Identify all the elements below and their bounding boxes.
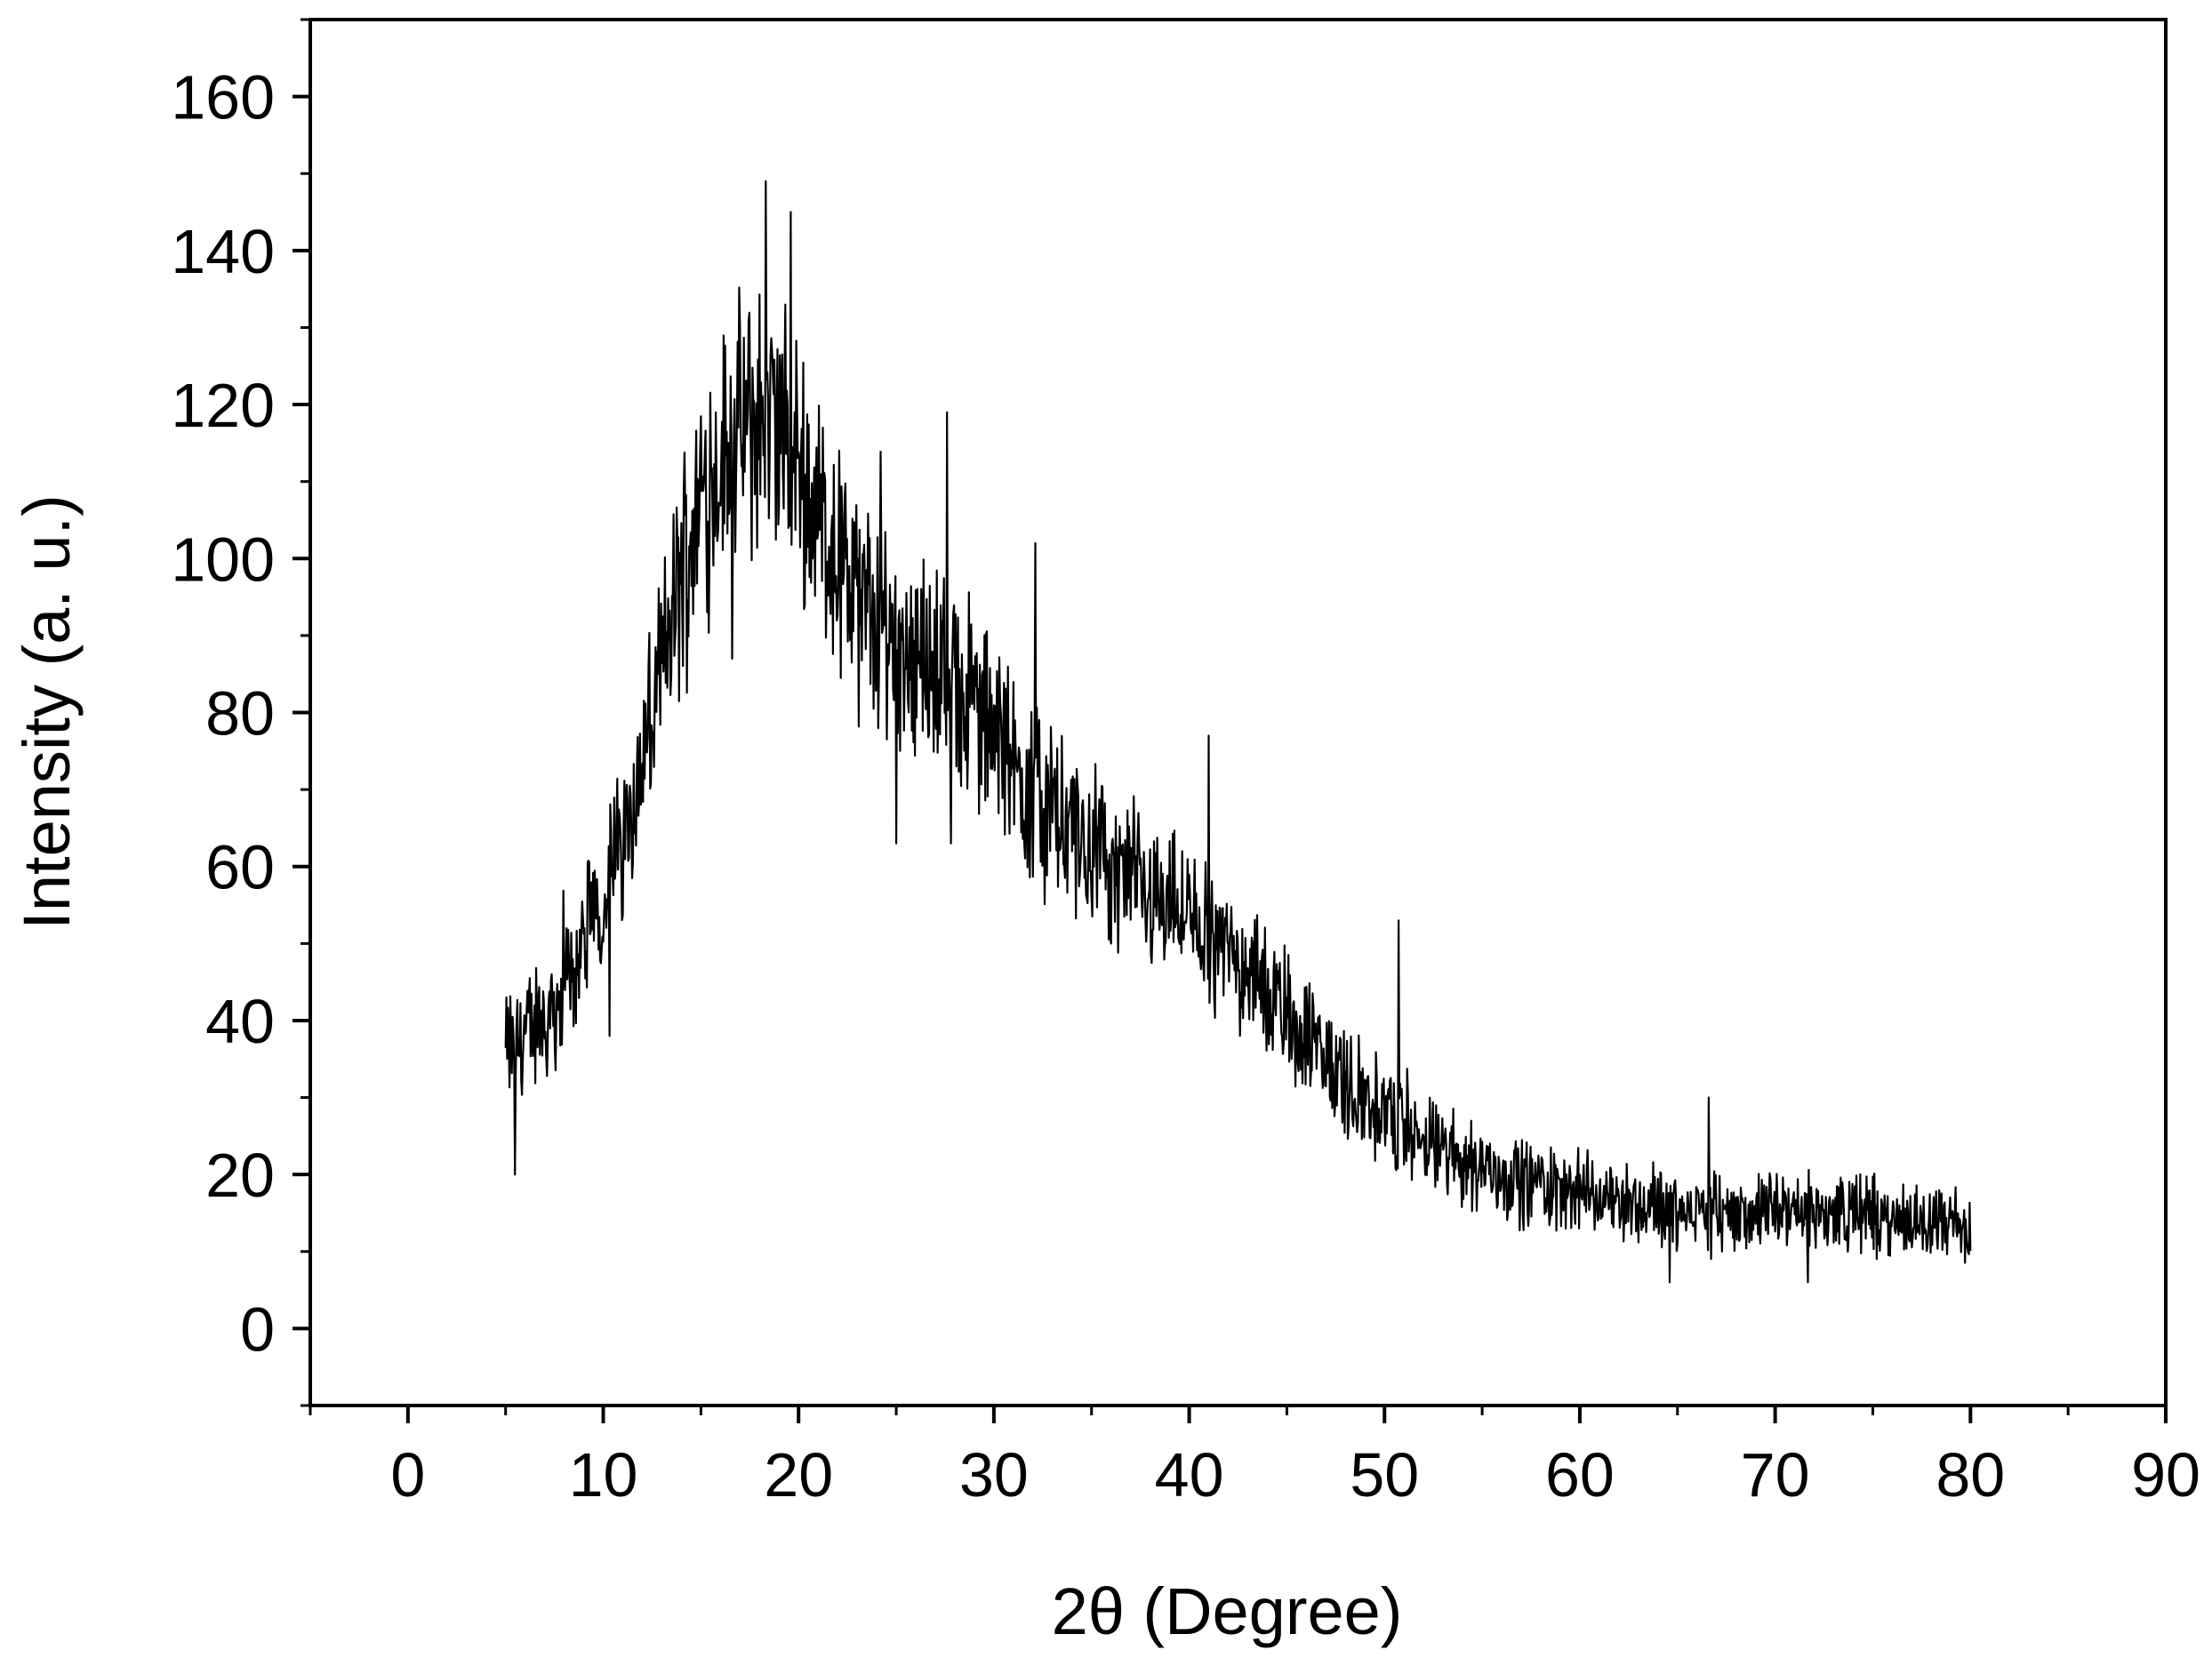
x-tick-label: 50 [1350,1440,1419,1510]
y-tick-label: 100 [171,525,275,594]
x-tick-label: 0 [390,1440,425,1510]
x-tick-label: 10 [569,1440,638,1510]
y-tick-label: 120 [171,371,275,440]
y-tick-label: 40 [205,987,275,1056]
x-tick-label: 80 [1936,1440,2005,1510]
y-axis-title: Intensity (a. u.) [10,494,84,929]
y-tick-label: 20 [205,1141,275,1210]
y-tick-label: 80 [205,679,275,749]
x-tick-label: 90 [2131,1440,2200,1510]
x-tick-label: 40 [1155,1440,1224,1510]
x-tick-label: 20 [764,1440,833,1510]
x-tick-label: 70 [1741,1440,1810,1510]
y-tick-label: 140 [171,217,275,286]
y-axis-ticks: 0 20 40 60 80 100 120 140 160 [171,18,310,1407]
x-axis-title: 2θ (Degree) [1052,1574,1403,1648]
intensity-series-line [504,180,1972,1284]
x-tick-label: 30 [959,1440,1029,1510]
y-tick-label: 0 [240,1294,275,1364]
x-tick-label: 60 [1545,1440,1615,1510]
x-axis-ticks: 0 10 20 30 40 50 60 70 80 90 [309,1406,2200,1510]
y-tick-label: 160 [171,63,275,132]
y-tick-label: 60 [205,833,275,902]
